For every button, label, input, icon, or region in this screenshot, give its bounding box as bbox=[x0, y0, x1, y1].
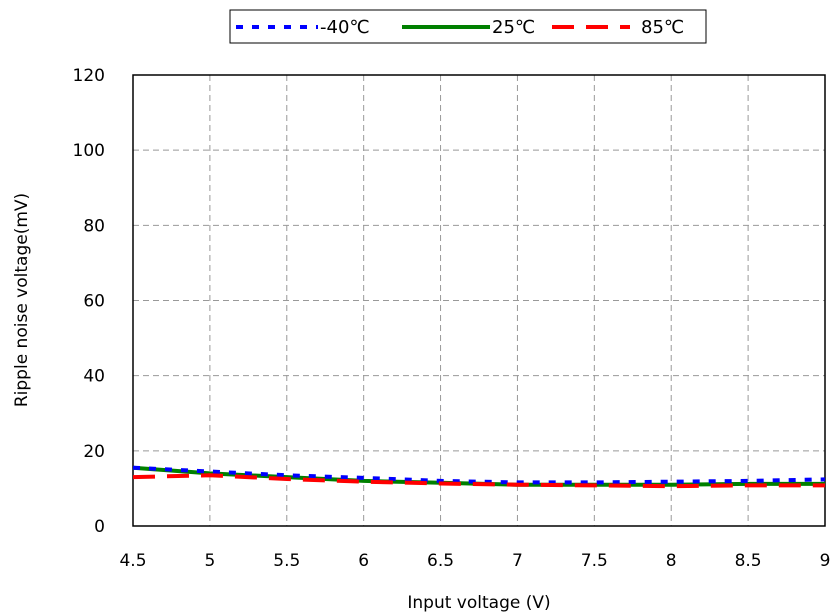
grid bbox=[133, 75, 825, 526]
x-tick-label: 8 bbox=[666, 551, 677, 571]
y-tick-label: 120 bbox=[73, 66, 105, 86]
legend-label-minus40: -40℃ bbox=[320, 17, 370, 38]
x-axis-title: Input voltage (V) bbox=[407, 593, 550, 613]
y-tick-label: 60 bbox=[83, 292, 105, 312]
series-line-2 bbox=[132, 473, 825, 489]
x-tick-label: 7 bbox=[512, 551, 523, 571]
y-tick-label: 20 bbox=[83, 442, 105, 462]
x-tick-label: 4.5 bbox=[119, 551, 146, 571]
series-line-0 bbox=[132, 465, 826, 485]
x-tick-label: 5 bbox=[204, 551, 215, 571]
legend: -40℃ 25℃ 85℃ bbox=[229, 9, 707, 44]
y-tick-label: 100 bbox=[73, 141, 105, 161]
x-tick-label: 6 bbox=[358, 551, 369, 571]
legend-label-25: 25℃ bbox=[492, 17, 535, 38]
y-tick-label: 0 bbox=[94, 517, 105, 537]
x-tick-label: 7.5 bbox=[581, 551, 608, 571]
y-tick-label: 80 bbox=[83, 216, 105, 236]
y-axis-title: Ripple noise voltage(mV) bbox=[12, 193, 32, 407]
legend-label-85: 85℃ bbox=[641, 17, 684, 38]
x-tick-label: 6.5 bbox=[427, 551, 454, 571]
plot-area bbox=[132, 74, 826, 527]
series-layer bbox=[132, 465, 826, 489]
x-tick-label: 8.5 bbox=[735, 551, 762, 571]
x-tick-label: 5.5 bbox=[273, 551, 300, 571]
y-tick-label: 40 bbox=[83, 367, 105, 387]
tick-labels: 4.5 5 5.5 6 6.5 7 7.5 8 8.5 9 0 20 40 60 80 100 120 bbox=[73, 66, 831, 571]
x-tick-label: 9 bbox=[820, 551, 831, 571]
